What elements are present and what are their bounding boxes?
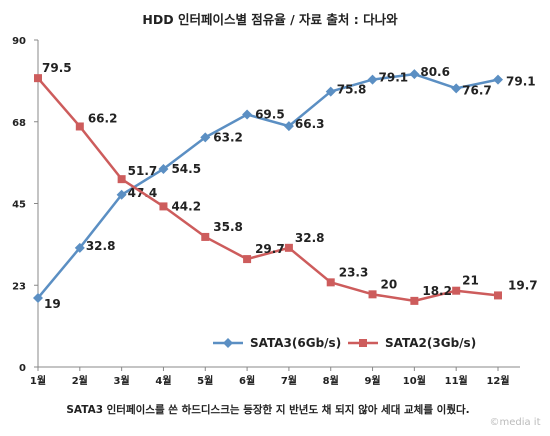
x-tick-label: 9월: [364, 375, 380, 387]
data-point: [74, 242, 85, 253]
data-label: 79.5: [42, 61, 72, 75]
x-tick-label: 12월: [486, 375, 509, 387]
data-point: [34, 74, 42, 83]
data-label: 75.8: [337, 83, 367, 97]
series-sata2: 79.5 66.2 51.7 44.2 35.8 29.7 32.8 23.3 20 18.2 21…: [34, 61, 538, 305]
data-point: [200, 132, 211, 143]
data-label: 23.3: [339, 265, 369, 279]
x-tick-label: 3월: [114, 375, 130, 387]
data-point: [283, 121, 294, 132]
data-label: 21: [462, 274, 479, 288]
x-tick-label: 2월: [72, 375, 88, 387]
data-label: 32.8: [86, 239, 116, 253]
data-label: 69.5: [255, 107, 285, 121]
credit-watermark: ©media it: [489, 417, 540, 428]
x-tick-label: 6월: [239, 375, 255, 387]
y-tick-label: 90: [12, 36, 26, 47]
data-point: [116, 189, 127, 200]
data-point: [284, 243, 293, 252]
data-label: 29.7: [255, 242, 285, 256]
series-line: [37, 72, 499, 299]
data-point: [326, 278, 335, 287]
data-point: [75, 122, 84, 131]
chart-title: HDD 인터페이스별 점유율 / 자료 출처 : 다나와: [142, 12, 398, 27]
legend-marker-sata3: [223, 338, 233, 348]
data-point: [451, 83, 462, 94]
legend-marker-sata2: [359, 339, 367, 347]
data-point: [452, 286, 461, 295]
legend-label-sata3: SATA3(6Gb/s): [250, 336, 341, 350]
data-point: [159, 202, 168, 211]
x-tick-label: 11월: [445, 375, 468, 387]
data-label: 63.2: [213, 130, 243, 144]
data-label: 44.2: [171, 199, 201, 213]
y-tick-label: 68: [12, 118, 26, 129]
data-label: 80.6: [420, 65, 450, 79]
data-point: [409, 69, 420, 80]
x-tick-label: 10월: [403, 375, 426, 387]
data-point: [410, 296, 419, 305]
data-label: 79.1: [379, 71, 409, 85]
data-label: 18.2: [422, 284, 452, 298]
x-tick-labels: 1월 2월 3월 4월 5월 6월 7월 8월 9월 10월 11월 12월: [30, 367, 510, 387]
data-point: [242, 109, 253, 120]
axes: [37, 40, 520, 368]
caption: SATA3 인터페이스를 쓴 하드디스크는 등장한 지 반년도 채 되지 않아 …: [66, 403, 469, 416]
x-tick-label: 7월: [281, 375, 297, 387]
legend-label-sata2: SATA2(3Gb/s): [385, 336, 476, 350]
y-tick-label: 23: [12, 281, 26, 292]
data-point: [117, 175, 126, 184]
x-tick-label: 5월: [197, 375, 213, 387]
data-point: [493, 74, 503, 85]
data-label: 19.7: [508, 278, 538, 292]
data-label: 19: [44, 297, 61, 311]
data-label: 35.8: [213, 220, 243, 234]
series-line: [37, 77, 499, 303]
data-label: 76.7: [462, 83, 492, 97]
x-tick-label: 1월: [30, 375, 46, 387]
data-label: 66.2: [88, 111, 118, 125]
data-point: [243, 255, 252, 264]
data-label: 32.8: [295, 231, 325, 245]
legend: SATA3(6Gb/s) SATA2(3Gb/s): [213, 336, 476, 350]
y-tick-label: 0: [19, 363, 26, 374]
data-point: [494, 291, 502, 300]
data-point: [325, 86, 336, 97]
data-label: 66.3: [295, 117, 325, 131]
data-label: 79.1: [506, 75, 536, 89]
data-label: 54.5: [171, 162, 201, 176]
data-point: [367, 74, 378, 85]
data-point: [368, 290, 377, 299]
data-point: [33, 292, 43, 303]
data-point: [158, 163, 169, 174]
data-point: [201, 232, 210, 241]
x-tick-label: 8월: [323, 375, 339, 387]
y-tick-labels: 0 23 45 68 90: [12, 36, 38, 374]
x-tick-label: 4월: [155, 375, 171, 387]
data-label: 51.7: [128, 164, 158, 178]
y-tick-label: 45: [12, 200, 26, 211]
data-label: 20: [381, 277, 398, 291]
